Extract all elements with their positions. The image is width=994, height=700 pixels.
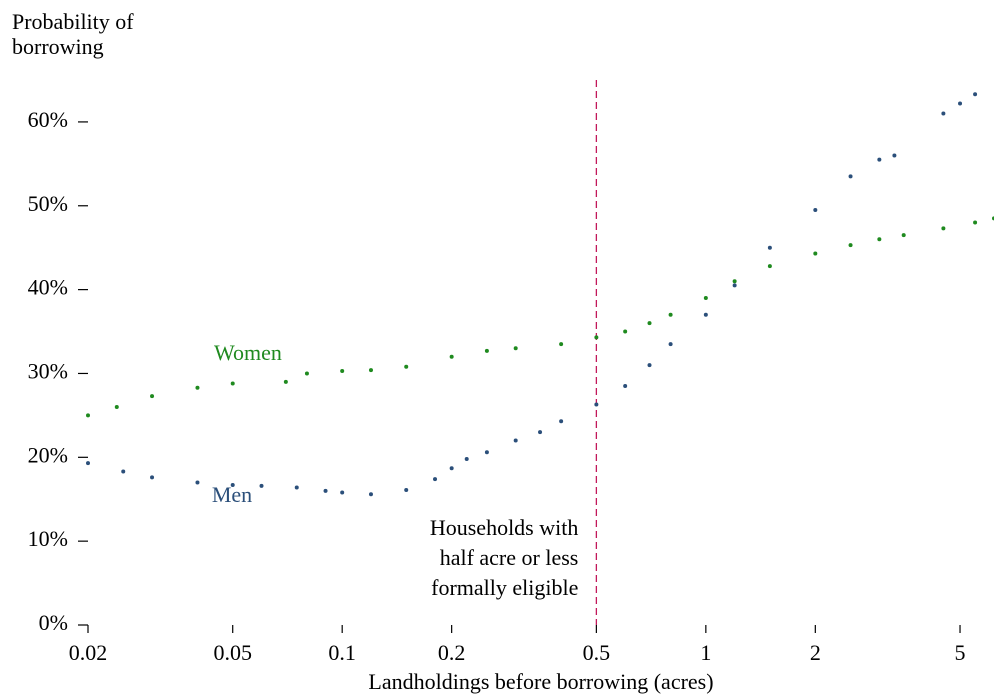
point [294,485,299,490]
x-tick-label: 1 [700,640,711,665]
point [86,461,90,466]
point [732,279,737,284]
point [484,348,489,353]
point [368,368,373,373]
point [892,153,897,158]
point [813,207,818,212]
point [767,264,772,269]
point [559,342,564,347]
point [404,488,409,493]
point [230,482,235,487]
x-axis-title: Landholdings before borrowing (acres) [368,669,713,694]
point [877,157,882,162]
point [464,456,469,461]
point [647,321,652,326]
point [404,364,409,369]
point [304,371,309,376]
y-tick-label: 50% [28,191,68,216]
point [340,368,345,373]
point [767,245,772,250]
point [941,111,946,116]
x-tick-label: 0.05 [213,640,252,665]
y-tick-label: 0% [39,610,68,635]
point [623,384,628,389]
series-label: Men [212,482,252,507]
point [559,419,564,424]
point [283,379,288,384]
point [513,346,518,351]
point [973,92,978,97]
point [150,394,155,399]
y-tick-label: 40% [28,275,68,300]
x-tick-label: 0.5 [583,640,611,665]
point [513,438,518,443]
point [230,381,235,386]
point [121,469,126,474]
y-tick-label: 30% [28,359,68,384]
annotation: half acre or less [440,545,579,570]
point [877,237,882,242]
point [813,251,818,256]
point [623,329,628,334]
point [901,233,906,238]
y-tick-label: 60% [28,107,68,132]
point [703,312,708,317]
point [449,466,454,471]
annotation: formally eligible [431,575,578,600]
x-tick-label: 0.2 [438,640,466,665]
annotation: Households with [430,515,579,540]
point [848,174,853,179]
point [538,430,543,435]
point [323,488,328,493]
y-axis-title: borrowing [12,34,104,59]
point [484,450,489,455]
point [195,385,200,390]
x-tick-label: 5 [955,640,966,665]
point [973,220,978,225]
point [195,480,200,485]
point [86,413,90,418]
point [958,101,963,106]
point [340,490,345,495]
y-tick-label: 10% [28,526,68,551]
x-tick-label: 0.02 [69,640,108,665]
point [114,405,119,409]
point [668,342,673,347]
y-tick-label: 20% [28,442,68,467]
point [647,363,652,368]
point [848,243,853,248]
x-tick-label: 0.1 [328,640,356,665]
series-label: Women [214,340,282,365]
point [594,402,599,407]
point [259,483,264,488]
y-axis-title: Probability of [12,9,134,34]
point [594,335,599,340]
point [732,283,737,288]
point [368,492,373,497]
point [449,354,454,359]
point [941,226,946,231]
point [150,475,155,480]
point [668,312,673,317]
x-tick-label: 2 [810,640,821,665]
point [703,296,708,300]
point [433,477,438,482]
